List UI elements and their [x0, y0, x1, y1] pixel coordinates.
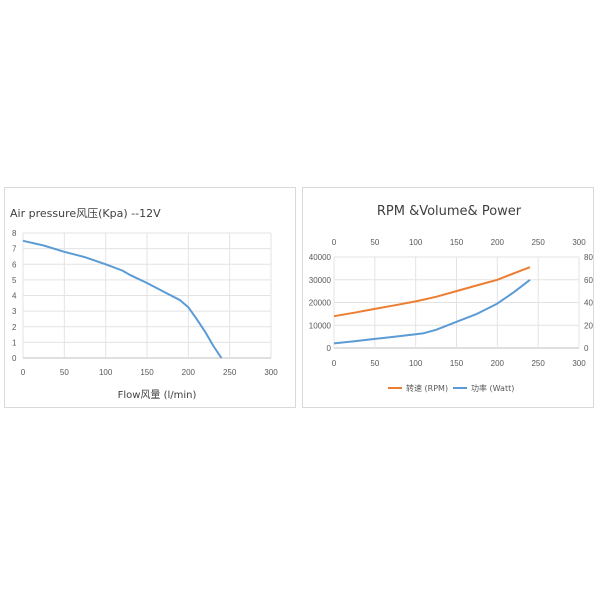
y-right-tick-label: 20: [584, 321, 593, 330]
x-bottom-tick-label: 300: [572, 359, 586, 368]
y-right-tick-label: 40: [584, 299, 593, 308]
legend-label: 转速 (RPM): [406, 383, 448, 393]
pressure-flow-chart-panel: Air pressure风压(Kpa) --12V 0 1 2 3 4 5 6 7 8 0 50 100…: [4, 187, 296, 408]
x-tick-label: 100: [99, 368, 113, 377]
y-right-tick-label: 0: [584, 344, 589, 353]
x-top-tick-label: 250: [531, 238, 545, 247]
x-tick-label: 50: [60, 368, 69, 377]
y-tick-label: 3: [12, 307, 17, 316]
x-bottom-tick-label: 0: [332, 359, 337, 368]
y-left-tick-label: 30000: [309, 276, 332, 285]
x-bottom-tick-label: 50: [370, 359, 379, 368]
y-right-tick-label: 80: [584, 253, 593, 262]
x-tick-label: 0: [21, 368, 26, 377]
chart-title: RPM &Volume& Power: [377, 204, 522, 219]
y-tick-label: 2: [12, 323, 17, 332]
y-tick-label: 8: [12, 229, 17, 238]
rpm-power-chart-panel: RPM &Volume& Power 0 10000 20000 30000 40000 0…: [302, 187, 594, 408]
power-series-line: [333, 279, 531, 345]
x-tick-label: 250: [223, 368, 237, 377]
rpm-series-line: [333, 266, 531, 318]
x-top-tick-label: 50: [370, 238, 379, 247]
x-tick-label: 200: [182, 368, 196, 377]
x-top-tick-label: 300: [572, 238, 586, 247]
x-bottom-tick-label: 100: [409, 359, 423, 368]
y-tick-label: 1: [12, 338, 17, 347]
y-left-tick-label: 40000: [309, 253, 332, 262]
x-bottom-tick-label: 200: [491, 359, 505, 368]
rpm-power-chart: RPM &Volume& Power0100002000030000400000…: [309, 204, 594, 393]
x-top-tick-label: 100: [409, 238, 423, 247]
x-bottom-tick-label: 250: [531, 359, 545, 368]
y-tick-label: 0: [12, 354, 17, 363]
y-tick-label: 5: [12, 276, 17, 285]
pressure-series-line: [22, 239, 223, 359]
chart-title: Air pressure风压(Kpa) --12V: [10, 207, 161, 220]
x-axis-title: Flow风量 (l/min): [118, 389, 197, 401]
x-tick-label: 150: [140, 368, 154, 377]
x-top-tick-label: 0: [332, 238, 337, 247]
x-bottom-tick-label: 150: [450, 359, 464, 368]
pressure-flow-chart: Air pressure风压(Kpa) --12V 0 1 2 3 4 5 6 7 8 0 50 100…: [10, 207, 278, 401]
y-left-tick-label: 0: [327, 344, 332, 353]
y-right-tick-label: 60: [584, 276, 593, 285]
y-left-tick-label: 10000: [309, 321, 332, 330]
y-tick-label: 7: [12, 245, 17, 254]
legend-label: 功率 (Watt): [471, 383, 514, 393]
y-tick-label: 4: [12, 292, 17, 301]
y-left-tick-label: 20000: [309, 299, 332, 308]
x-tick-label: 300: [264, 368, 278, 377]
x-top-tick-label: 150: [450, 238, 464, 247]
y-tick-label: 6: [12, 260, 17, 269]
x-top-tick-label: 200: [491, 238, 505, 247]
